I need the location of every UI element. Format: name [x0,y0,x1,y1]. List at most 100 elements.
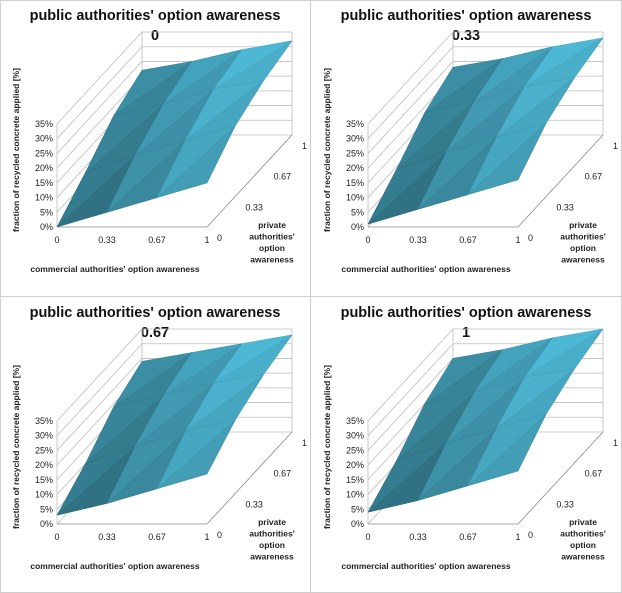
surface-facet [135,382,214,447]
z-axis-label: fraction of recycled concrete applied [%… [322,365,332,529]
surface-facet [106,431,186,504]
z-tick-label: 30% [346,134,364,144]
surface-facet [424,58,504,113]
surface-facet [156,419,236,489]
surface-facet [85,394,164,465]
z-tick-label: 10% [35,193,53,203]
z-tick-label: 0% [40,222,53,232]
z-tick-label: 0% [40,519,53,529]
surface-facet [56,445,136,516]
x-tick-label: 1 [204,532,209,542]
y-tick-label: 1 [302,141,307,151]
y-tick-label: 1 [613,438,618,448]
z-tick-label: 5% [351,504,364,514]
surface-facet [496,77,575,138]
surface-facet [213,40,293,90]
y-tick-label: 0.67 [274,172,292,182]
surface [367,328,604,513]
surface-facet [446,377,525,444]
z-tick-label: 35% [35,119,53,129]
chart-panel-2: public authorities' option awareness 0.6… [0,297,310,593]
surface-facet [424,349,504,405]
surface-facet [496,368,575,429]
x-axis-label: commercial authorities' option awareness [341,264,511,274]
surface-facet [113,61,193,116]
y-tick-label: 1 [613,141,618,151]
z-tick-label: 5% [351,207,364,217]
chart-title: public authorities' option awareness [29,305,281,321]
z-tick-label: 10% [35,490,53,500]
z-tick-label: 5% [40,504,53,514]
x-tick-label: 0.33 [98,532,116,542]
chart-title: public authorities' option awareness [340,8,592,24]
x-tick-label: 1 [515,532,520,542]
x-axis-label: commercial authorities' option awareness [30,264,200,274]
surface [367,37,604,225]
surface-plot: 0%5%10%15%20%25%30%35%0 0.33 0.67 1 00.330.6… [11,328,307,571]
y-tick-label: 0.33 [245,499,263,509]
y-axis-line [517,431,604,525]
surface-facet [163,343,243,396]
x-tick-label: 1 [204,235,209,245]
x-tick-label: 0.67 [459,532,477,542]
surface-facet [467,122,547,195]
surface-facet [474,337,554,393]
surface-facet [135,88,214,156]
y-axis-label: private authorities' option awareness [560,517,605,562]
z-axis-label: fraction of recycled concrete applied [%… [11,68,21,232]
x-tick-label: 0 [54,532,59,542]
y-tick-label: 0 [217,530,222,540]
y-tick-label: 0.33 [556,202,574,212]
z-tick-label: 35% [346,416,364,426]
surface-facet [396,100,475,171]
z-tick-label: 30% [35,134,53,144]
chart-panel-1: public authorities' option awareness 0.3… [311,0,621,296]
chart-panel-0: public authorities' option awareness 0 0… [0,0,310,296]
z-tick-label: 25% [35,445,53,455]
y-axis-line [206,431,293,525]
y-tick-label: 0 [217,233,222,243]
x-tick-label: 0.33 [409,235,427,245]
surface-facet [213,334,293,384]
y-axis-line [517,134,604,228]
surface-facet [524,328,604,378]
y-tick-label: 0.33 [556,499,574,509]
x-tick-label: 0 [54,235,59,245]
surface-plot: 0%5%10%15%20%25%30%35%0 0.33 0.67 1 00.330.6… [322,31,618,274]
y-axis-label: private authorities' option awareness [249,220,294,265]
y-tick-label: 0.67 [585,469,603,479]
surface-facet [56,154,136,228]
x-tick-label: 0.67 [459,235,477,245]
surface-facet [106,140,186,213]
x-tick-label: 0.33 [409,532,427,542]
y-axis-label: private authorities' option awareness [560,220,605,265]
surface-facet [367,151,447,225]
surface-facet [85,103,164,174]
y-tick-label: 1 [302,438,307,448]
surface-facet [185,80,264,141]
z-tick-label: 25% [346,445,364,455]
surface-facet [163,49,243,105]
x-axis-label: commercial authorities' option awareness [341,561,511,571]
z-tick-label: 20% [35,163,53,173]
surface-facet [396,391,475,462]
x-tick-label: 0 [365,235,370,245]
z-tick-label: 25% [35,148,53,158]
surface-facet [113,352,193,408]
z-tick-label: 15% [35,178,53,188]
surface [56,334,293,516]
y-tick-label: 0.67 [585,172,603,182]
chart-subtitle: 0 [150,28,160,44]
surface-facet [474,46,554,102]
x-tick-label: 0.33 [98,235,116,245]
surface-facet [367,443,447,513]
surface-facet [446,85,525,153]
y-tick-label: 0.33 [245,202,263,212]
z-tick-label: 20% [346,460,364,470]
z-tick-label: 35% [346,119,364,129]
z-tick-label: 20% [35,460,53,470]
x-tick-label: 0 [365,532,370,542]
x-axis-label: commercial authorities' option awareness [30,561,200,571]
x-tick-label: 0.67 [148,532,166,542]
